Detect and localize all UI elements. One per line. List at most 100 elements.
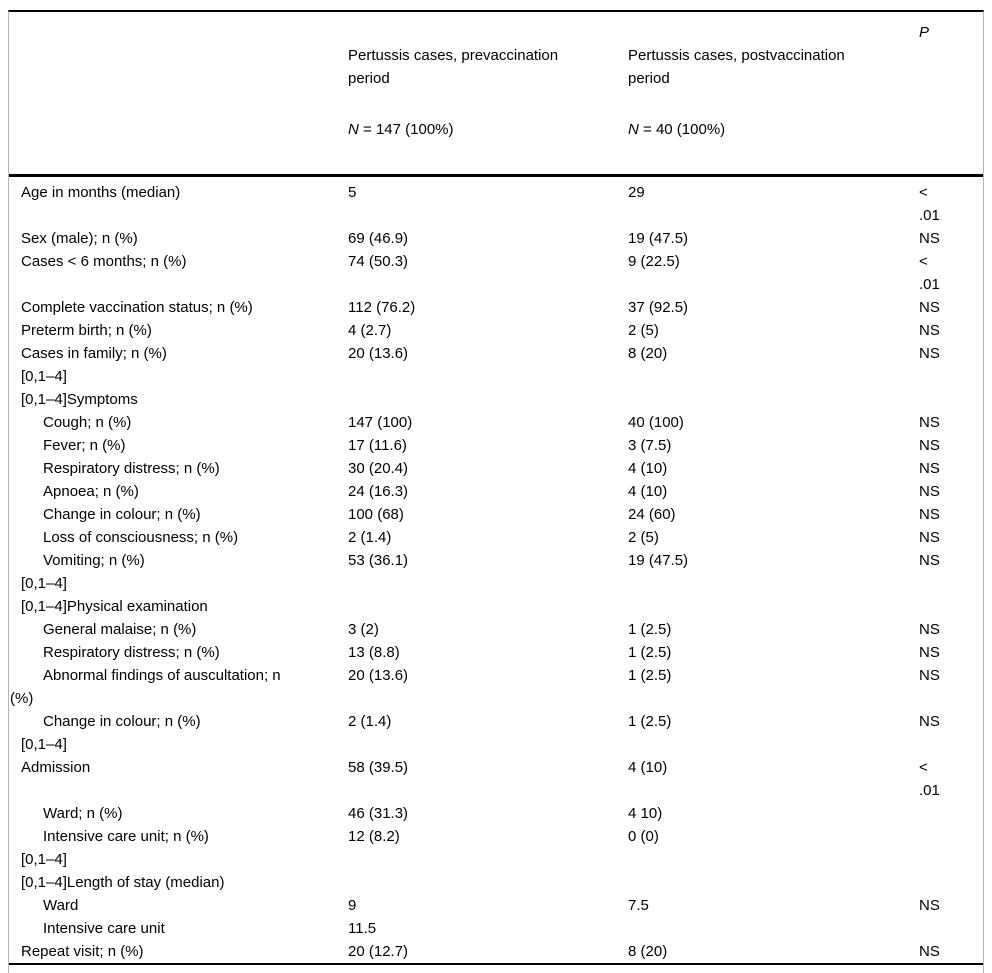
row-label: Cough; n (%) — [43, 414, 132, 431]
postvaccination-value — [616, 572, 907, 595]
row-label: Change in colour; n (%) — [43, 506, 201, 523]
prevaccination-value: 58 (39.5) — [348, 759, 409, 776]
prevaccination-value: 11.5 — [348, 920, 377, 937]
prevaccination-value: 53 (36.1) — [348, 552, 409, 569]
postvaccination-value: 1 (2.5) — [628, 667, 672, 684]
postvaccination-value: 29 — [628, 184, 645, 201]
p-value — [907, 388, 983, 411]
p-value: NS — [919, 506, 940, 523]
postvaccination-value: 2 (5) — [628, 529, 659, 546]
p-value: NS — [919, 345, 940, 362]
row-label: Intensive care unit; n (%) — [43, 828, 209, 845]
p-value: NS — [919, 322, 940, 339]
p-value: NS — [919, 621, 940, 638]
postvaccination-value: 1 (2.5) — [628, 713, 672, 730]
prevaccination-value: 100 (68) — [348, 506, 404, 523]
table-row: Vomiting; n (%) 53 (36.1) 19 (47.5) NS — [9, 549, 983, 572]
postvaccination-value: 40 (100) — [628, 414, 684, 431]
postvaccination-value: 3 (7.5) — [628, 437, 672, 454]
row-label: Abnormal findings of auscultation; n (%) — [10, 667, 281, 707]
table-row: Age in months (median) 5 29 < .01 — [9, 176, 983, 228]
row-label: Cases in family; n (%) — [21, 345, 167, 362]
p-value: NS — [919, 529, 940, 546]
table-row: [0,1–4] — [9, 733, 983, 756]
prevaccination-value: 24 (16.3) — [348, 483, 409, 500]
n-value: = 147 (100%) — [358, 121, 454, 138]
header-postvaccination-cell: Pertussis cases, postvaccination period … — [616, 12, 907, 177]
table-row: [0,1–4]Symptoms — [9, 388, 983, 411]
prevaccination-value — [336, 848, 616, 871]
table-row: Intensive care unit; n (%) 12 (8.2) 0 (0) — [9, 825, 983, 848]
row-label: Complete vaccination status; n (%) — [21, 299, 253, 316]
p-value: NS — [919, 897, 940, 914]
postvaccination-value — [616, 365, 907, 388]
row-label: General malaise; n (%) — [43, 621, 197, 638]
p-value: < .01 — [919, 759, 940, 799]
prevaccination-value: 74 (50.3) — [348, 253, 409, 270]
p-value: NS — [907, 940, 983, 965]
postvaccination-value — [616, 733, 907, 756]
p-value — [907, 825, 983, 848]
postvaccination-value — [616, 848, 907, 871]
postvaccination-value: 1 (2.5) — [628, 621, 672, 638]
header-empty-cell — [9, 12, 336, 177]
table-row: Preterm birth; n (%) 4 (2.7) 2 (5) NS — [9, 319, 983, 342]
p-value: NS — [919, 713, 940, 730]
row-label: [0,1–4]Physical examination — [21, 598, 208, 615]
p-value: NS — [919, 230, 940, 247]
row-label: Preterm birth; n (%) — [21, 322, 152, 339]
prevaccination-value — [336, 733, 616, 756]
postvaccination-value: 4 (10) — [628, 759, 668, 776]
row-label: Respiratory distress; n (%) — [43, 644, 220, 661]
p-value: NS — [919, 414, 940, 431]
table-row: Sex (male); n (%) 69 (46.9) 19 (47.5) NS — [9, 227, 983, 250]
table-body: Age in months (median) 5 29 < .01 Sex (male… — [9, 176, 983, 965]
row-label: Fever; n (%) — [43, 437, 126, 454]
postvaccination-value: 24 (60) — [628, 506, 676, 523]
table-row: Admission 58 (39.5) 4 (10) < .01 — [9, 756, 983, 802]
table-row: Change in colour; n (%) 2 (1.4) 1 (2.5) NS — [9, 710, 983, 733]
prevaccination-value: 2 (1.4) — [348, 529, 392, 546]
postvaccination-column-title: Pertussis cases, postvaccination period — [628, 47, 845, 87]
table-row: Change in colour; n (%) 100 (68) 24 (60) NS — [9, 503, 983, 526]
n-value: = 40 (100%) — [638, 121, 726, 138]
row-label: Repeat visit; n (%) — [9, 940, 336, 965]
postvaccination-value: 7.5 — [628, 897, 649, 914]
row-label: Admission — [21, 759, 91, 776]
table-row: Fever; n (%) 17 (11.6) 3 (7.5) NS — [9, 434, 983, 457]
p-value: NS — [919, 299, 940, 316]
prevaccination-value — [336, 871, 616, 894]
row-label: [0,1–4] — [21, 575, 67, 592]
header-p-cell: P — [907, 12, 983, 177]
postvaccination-value: 19 (47.5) — [628, 552, 689, 569]
row-label: Cases < 6 months; n (%) — [21, 253, 187, 270]
table-row: General malaise; n (%) 3 (2) 1 (2.5) NS — [9, 618, 983, 641]
p-value — [907, 848, 983, 871]
row-label: Vomiting; n (%) — [43, 552, 145, 569]
table-row: Complete vaccination status; n (%) 112 (7… — [9, 296, 983, 319]
table-row: [0,1–4]Length of stay (median) — [9, 871, 983, 894]
p-value — [907, 572, 983, 595]
postvaccination-value: 8 (20) — [616, 940, 907, 965]
p-value — [907, 802, 983, 825]
table-row: Intensive care unit 11.5 — [9, 917, 983, 940]
n-symbol: N — [348, 121, 359, 138]
prevaccination-value: 3 (2) — [348, 621, 379, 638]
table-row: Cough; n (%) 147 (100) 40 (100) NS — [9, 411, 983, 434]
prevaccination-value: 9 — [348, 897, 357, 914]
postvaccination-value: 4 10) — [628, 805, 663, 822]
postvaccination-value: 1 (2.5) — [628, 644, 672, 661]
table-header: Pertussis cases, prevaccination period N… — [9, 12, 983, 177]
pertussis-data-table: Pertussis cases, prevaccination period N… — [9, 12, 983, 965]
prevaccination-value: 147 (100) — [348, 414, 413, 431]
prevaccination-value: 20 (13.6) — [348, 667, 409, 684]
table-row: [0,1–4] — [9, 365, 983, 388]
postvaccination-value: 4 (10) — [628, 483, 668, 500]
table-row: Respiratory distress; n (%) 13 (8.8) 1 (2.… — [9, 641, 983, 664]
prevaccination-value: 46 (31.3) — [348, 805, 409, 822]
prevaccination-value: 13 (8.8) — [348, 644, 400, 661]
p-value: NS — [919, 552, 940, 569]
p-value: NS — [919, 644, 940, 661]
p-value: < .01 — [919, 184, 940, 224]
prevaccination-value: 4 (2.7) — [348, 322, 392, 339]
